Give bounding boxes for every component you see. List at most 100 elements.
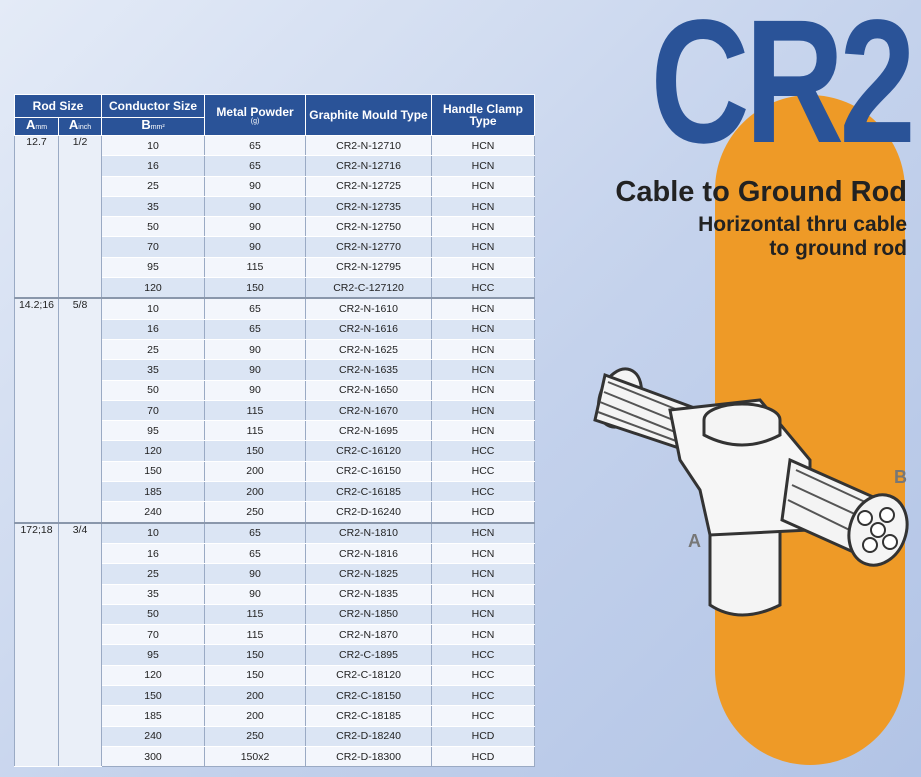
conductor-size-cell: 185: [101, 705, 206, 727]
header-metal-powder-label: Metal Powder: [216, 104, 294, 119]
table-row: 70 90 CR2-N-12770 HCN: [15, 236, 536, 258]
table-row: 25 90 CR2-N-1625 HCN: [15, 339, 536, 361]
rod-size-mm-cell: 172;18: [14, 521, 59, 768]
metal-powder-cell: 65: [204, 521, 307, 544]
table-row: 120 150 CR2-C-18120 HCC: [15, 665, 536, 687]
handle-clamp-cell: HCN: [431, 236, 536, 258]
table-row: 16 65 CR2-N-1616 HCN: [15, 319, 536, 340]
header-a-letter-2: A: [68, 117, 79, 132]
metal-powder-cell: 250: [204, 726, 307, 747]
graphite-mould-cell: CR2-N-1816: [305, 543, 433, 565]
handle-clamp-cell: HCN: [431, 400, 536, 422]
rod-size-inch-cell: 1/2: [57, 135, 103, 299]
conductor-size-cell: 25: [101, 339, 206, 361]
handle-clamp-cell: HCN: [431, 297, 536, 320]
metal-powder-cell: 250: [204, 501, 307, 524]
table-row: 14.2;16 5/8 10 65 CR2-N-1610 HCN: [14, 297, 536, 524]
metal-powder-cell: 150: [204, 440, 307, 462]
graphite-mould-cell: CR2-C-16150: [305, 461, 433, 483]
header-handle-clamp: Handle Clamp Type: [431, 94, 536, 136]
header-graphite-mould: Graphite Mould Type: [305, 94, 433, 136]
table-row: 25 90 CR2-N-12725 HCN: [15, 176, 536, 197]
conductor-size-cell: 185: [101, 481, 206, 503]
handle-clamp-cell: HCC: [431, 644, 536, 666]
conductor-size-cell: 10: [101, 135, 206, 157]
conductor-size-cell: 10: [101, 521, 206, 544]
label-b: B: [894, 467, 907, 487]
table-row: 172;18 3/4 10 65 CR2-N-1810 HCN: [14, 521, 536, 768]
graphite-mould-cell: CR2-D-18240: [305, 726, 433, 747]
table-row: 50 115 CR2-N-1850 HCN: [15, 604, 536, 626]
header-a-mm: Amm: [14, 117, 59, 136]
graphite-mould-cell: CR2-N-1835: [305, 584, 433, 605]
handle-clamp-cell: HCN: [431, 196, 536, 218]
metal-powder-cell: 150: [204, 665, 307, 687]
conductor-size-cell: 240: [101, 726, 206, 747]
graphite-mould-cell: CR2-C-18185: [305, 705, 433, 727]
metal-powder-cell: 200: [204, 461, 307, 483]
conductor-size-cell: 50: [101, 380, 206, 401]
table-row: 12.7 1/2 10 65 CR2-N-12710 HCN: [14, 135, 536, 299]
metal-powder-cell: 90: [204, 339, 307, 361]
graphite-mould-cell: CR2-C-127120: [305, 277, 433, 299]
metal-powder-cell: 65: [204, 155, 307, 177]
metal-powder-cell: 65: [204, 135, 307, 157]
graphite-mould-cell: CR2-C-16185: [305, 481, 433, 503]
handle-clamp-cell: HCN: [431, 257, 536, 279]
metal-powder-cell: 115: [204, 420, 307, 442]
handle-clamp-cell: HCD: [431, 501, 536, 524]
metal-powder-cell: 65: [204, 543, 307, 565]
conductor-size-cell: 150: [101, 461, 206, 483]
table-row: 95 150 CR2-C-1895 HCC: [15, 644, 536, 666]
metal-powder-cell: 65: [204, 319, 307, 340]
handle-clamp-cell: HCN: [431, 604, 536, 626]
table-row: 35 90 CR2-N-1835 HCN: [15, 584, 536, 605]
graphite-mould-cell: CR2-N-1650: [305, 380, 433, 401]
table-row: 50 90 CR2-N-12750 HCN: [15, 216, 536, 238]
metal-powder-cell: 90: [204, 380, 307, 401]
metal-powder-cell: 90: [204, 176, 307, 197]
right-cable: [780, 457, 909, 567]
conductor-size-cell: 95: [101, 257, 206, 279]
conductor-size-cell: 120: [101, 665, 206, 687]
conductor-size-cell: 95: [101, 420, 206, 442]
table-row: 120 150 CR2-C-16120 HCC: [15, 440, 536, 462]
handle-clamp-cell: HCN: [431, 216, 536, 238]
graphite-mould-cell: CR2-N-12716: [305, 155, 433, 177]
graphite-mould-cell: CR2-N-1810: [305, 521, 433, 544]
table-row: 120 150 CR2-C-127120 HCC: [15, 277, 536, 299]
subheadline: Horizontal thru cable to ground rod: [698, 213, 907, 261]
ground-rod: [708, 518, 782, 617]
graphite-mould-cell: CR2-N-12735: [305, 196, 433, 218]
header-mm-unit: mm: [35, 124, 48, 131]
metal-powder-cell: 115: [204, 624, 307, 646]
graphite-mould-cell: CR2-N-12750: [305, 216, 433, 238]
graphite-mould-cell: CR2-N-1625: [305, 339, 433, 361]
header-rod-size: Rod Size: [13, 94, 103, 118]
metal-powder-cell: 90: [204, 563, 307, 585]
graphite-mould-cell: CR2-N-1616: [305, 319, 433, 340]
handle-clamp-cell: HCN: [431, 420, 536, 442]
graphite-mould-cell: CR2-N-1610: [305, 297, 433, 320]
spec-table-body: 12.7 1/2 10 65 CR2-N-12710 HCN 16 65 CR2-N-12716…: [14, 135, 536, 768]
handle-clamp-cell: HCN: [431, 584, 536, 605]
graphite-mould-cell: CR2-N-1670: [305, 400, 433, 422]
conductor-size-cell: 16: [101, 319, 206, 340]
table-row: 25 90 CR2-N-1825 HCN: [15, 563, 536, 585]
graphite-mould-cell: CR2-N-1695: [305, 420, 433, 442]
conductor-size-cell: 240: [101, 501, 206, 524]
header-conductor-size: Conductor Size: [101, 94, 206, 118]
metal-powder-cell: 150: [204, 277, 307, 299]
conductor-size-cell: 70: [101, 400, 206, 422]
metal-powder-cell: 150x2: [204, 746, 307, 768]
rod-size-inch-cell: 3/4: [57, 521, 103, 768]
table-row: 185 200 CR2-C-18185 HCC: [15, 705, 536, 727]
header-row-1: Rod Size Conductor Size Metal Powder (g)…: [13, 94, 536, 136]
conductor-size-cell: 35: [101, 359, 206, 381]
conductor-size-cell: 50: [101, 216, 206, 238]
conductor-size-cell: 35: [101, 196, 206, 218]
conductor-size-cell: 120: [101, 440, 206, 462]
handle-clamp-cell: HCC: [431, 481, 536, 503]
conductor-size-cell: 35: [101, 584, 206, 605]
